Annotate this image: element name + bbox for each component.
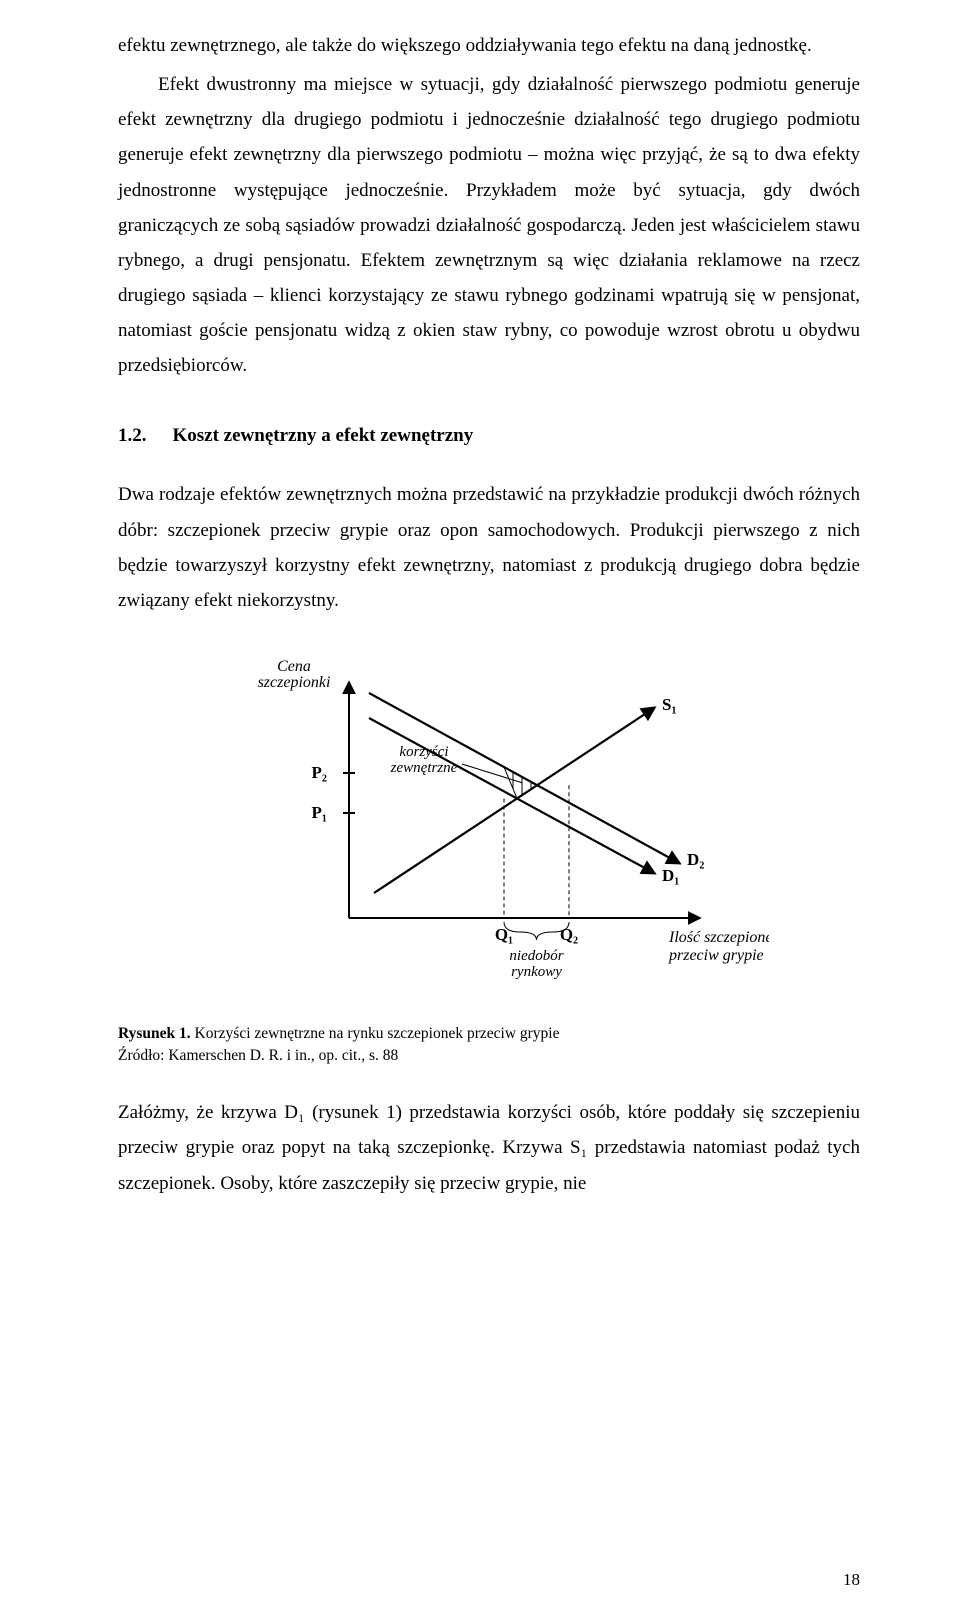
figure-1: Cenaszczepionki Ilość szczepionekprzeciw … xyxy=(118,648,860,988)
figure-source: Źródło: Kamerschen D. R. i in., op. cit.… xyxy=(118,1047,860,1065)
svg-text:S₁: S₁ xyxy=(662,695,677,714)
svg-text:rynkowy: rynkowy xyxy=(511,964,562,980)
svg-text:Ilość szczepionek: Ilość szczepionek xyxy=(668,929,769,946)
svg-text:zewnętrzne: zewnętrzne xyxy=(390,760,458,776)
paragraph-3: Dwa rodzaje efektów zewnętrznych można p… xyxy=(118,477,860,618)
svg-text:P₂: P₂ xyxy=(312,763,327,782)
figure-caption: Rysunek 1. Korzyści zewnętrzne na rynku … xyxy=(118,1022,860,1045)
paragraph-1: efektu zewnętrznego, ale także do większ… xyxy=(118,28,860,63)
section-title: Koszt zewnętrzny a efekt zewnętrzny xyxy=(173,425,474,447)
section-heading: 1.2. Koszt zewnętrzny a efekt zewnętrzny xyxy=(118,425,860,447)
svg-text:niedobór: niedobór xyxy=(509,948,563,964)
figure-caption-text: Korzyści zewnętrzne na rynku szczepionek… xyxy=(191,1025,560,1042)
svg-text:przeciw grypie: przeciw grypie xyxy=(668,947,764,964)
svg-text:Cena: Cena xyxy=(277,658,311,675)
paragraph-2: Efekt dwustronny ma miejsce w sytuacji, … xyxy=(118,67,860,383)
svg-text:D₂: D₂ xyxy=(687,850,704,869)
svg-text:P₁: P₁ xyxy=(312,803,327,822)
svg-text:Q₂: Q₂ xyxy=(560,925,578,944)
page-number: 18 xyxy=(843,1570,860,1590)
svg-text:korzyści: korzyści xyxy=(399,744,448,760)
figure-caption-number: Rysunek 1. xyxy=(118,1025,191,1042)
supply-demand-chart: Cenaszczepionki Ilość szczepionekprzeciw … xyxy=(209,648,769,988)
paragraph-4: Załóżmy, że krzywa D₁ (rysunek 1) przeds… xyxy=(118,1095,860,1200)
svg-text:D₁: D₁ xyxy=(662,866,679,885)
svg-text:Q₁: Q₁ xyxy=(495,925,513,944)
svg-text:szczepionki: szczepionki xyxy=(258,674,331,691)
section-number: 1.2. xyxy=(118,425,147,447)
